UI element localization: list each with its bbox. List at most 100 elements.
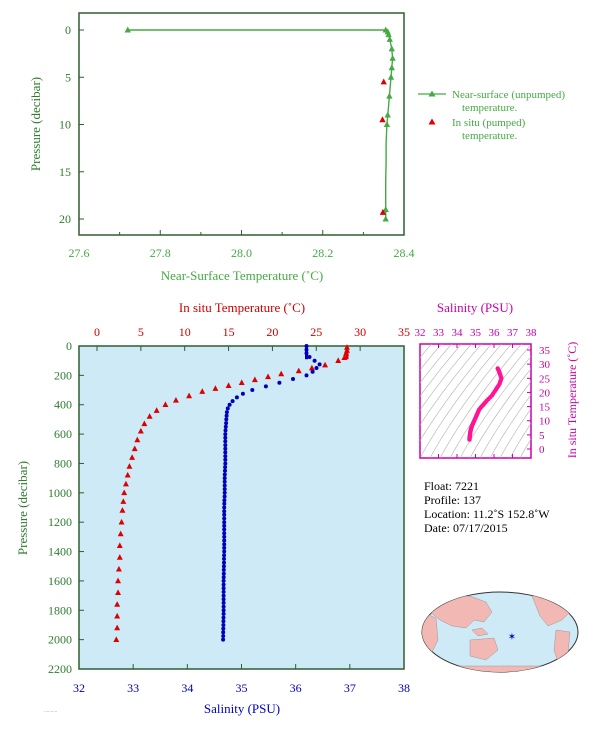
top-series — [124, 26, 396, 222]
salinity-dot — [221, 582, 226, 587]
top-legend: Near-surface (unpumped) temperature. In … — [418, 89, 565, 142]
ts-y-tick-label: 20 — [539, 387, 551, 399]
salinity-dot — [222, 505, 227, 510]
top-x-ticks: 27.6 27.8 28.0 28.2 28.4 — [69, 230, 415, 260]
temperature-marker — [186, 392, 193, 399]
float-id: Float: 7221 — [424, 479, 479, 493]
ts-density-contour — [420, 344, 432, 359]
ts-density-contour — [489, 394, 531, 458]
ts-density-contours — [420, 344, 531, 458]
temperature-marker — [238, 379, 245, 386]
temperature-marker — [341, 354, 348, 361]
top-x-tick-label: 27.8 — [150, 246, 171, 260]
ts-density-contour — [420, 344, 452, 384]
temperature-marker — [122, 480, 129, 487]
ts-series — [467, 366, 504, 442]
pressure-tick-label: 200 — [54, 368, 72, 382]
salinity-axis-label: Salinity (PSU) — [204, 701, 280, 716]
temperature-marker — [117, 530, 124, 537]
ts-y-axis-label: In situ Temperature (˚C) — [565, 342, 579, 459]
salinity-dot — [222, 476, 227, 481]
temperature-marker — [129, 454, 136, 460]
ts-x-tick-label: 32 — [415, 327, 426, 339]
temperature-axis-label: In situ Temperature (˚C) — [179, 300, 305, 315]
near-surface-marker — [389, 54, 396, 61]
temperature-marker — [335, 357, 342, 363]
temperature-marker — [131, 445, 138, 452]
temperature-marker — [153, 407, 160, 413]
salinity-dot — [223, 461, 228, 466]
temperature-tick-label: 10 — [179, 325, 191, 339]
ts-density-contour — [439, 344, 522, 458]
near-surface-marker — [385, 31, 392, 38]
temperature-marker — [126, 463, 133, 469]
salinity-dot — [221, 567, 226, 572]
ts-x-tick-label: 38 — [526, 327, 538, 339]
salinity-dot — [222, 545, 227, 550]
top-y-tick-label: 20 — [59, 212, 71, 226]
profile-panel: 0 5 10 15 20 25 30 35 32 33 34 35 36 37 38 0 200 400 600… — [15, 300, 410, 716]
ts-density-contour — [420, 344, 462, 397]
salinity-dot — [222, 542, 227, 547]
ts-point — [467, 437, 472, 442]
float-position-marker: ✶ — [508, 632, 516, 643]
near-surface-marker — [386, 92, 393, 99]
temperature-marker — [119, 507, 126, 513]
temperature-marker — [322, 361, 329, 368]
tiny-credit-text: ·········· — [44, 709, 57, 714]
salinity-dot — [234, 395, 239, 400]
ts-y-tick-label: 35 — [539, 345, 551, 357]
salinity-dot — [225, 406, 230, 411]
salinity-dot — [291, 377, 295, 381]
pressure-tick-label: 800 — [54, 456, 72, 470]
salinity-dot — [221, 600, 226, 605]
ts-density-contour — [420, 344, 502, 458]
in-situ-marker — [379, 116, 386, 123]
salinity-dot — [222, 479, 227, 484]
salinity-dot — [222, 516, 227, 521]
salinity-dot — [222, 483, 227, 488]
salinity-dot — [223, 465, 228, 470]
salinity-dot — [221, 608, 226, 613]
ts-diagram-panel: 32 33 34 35 36 37 38 0 5 10 15 20 25 30 35 Salinity (… — [415, 300, 579, 459]
salinity-tick-label: 36 — [290, 681, 302, 695]
ts-y-tick-label: 0 — [539, 444, 545, 456]
pressure-tick-label: 2000 — [48, 633, 72, 647]
ts-x-tick-label: 36 — [489, 327, 501, 339]
salinity-dot — [263, 384, 268, 389]
salinity-dot — [277, 380, 282, 385]
top-x-tick-label: 28.0 — [231, 246, 252, 260]
temperature-marker — [295, 367, 302, 374]
pressure-tick-label: 1000 — [48, 486, 72, 500]
near-surface-marker — [382, 206, 389, 212]
temperature-marker — [172, 397, 179, 403]
ts-density-contour — [420, 344, 492, 442]
legend-label-near-surface: Near-surface (unpumped) — [452, 89, 565, 101]
temperature-marker — [278, 370, 285, 377]
temperature-marker — [199, 388, 206, 394]
pressure-tick-label: 400 — [54, 398, 72, 412]
salinity-tick-label: 37 — [344, 681, 356, 695]
temperature-marker — [146, 413, 153, 419]
top-y-tick-label: 15 — [59, 165, 71, 179]
profile-number: Profile: 137 — [424, 493, 481, 507]
temperature-marker — [344, 344, 350, 350]
near-surface-marker — [388, 64, 395, 71]
salinity-dot — [222, 494, 227, 499]
salinity-tick-label: 35 — [236, 681, 248, 695]
temperature-marker — [116, 542, 123, 548]
near-surface-marker — [384, 111, 391, 118]
ts-density-contour — [499, 408, 531, 458]
profile-series — [113, 344, 350, 642]
temperature-marker — [162, 401, 169, 408]
salinity-dot — [221, 623, 226, 627]
top-y-tick-label: 5 — [65, 70, 71, 84]
near-surface-marker — [387, 73, 395, 80]
top-x-tick-label: 27.6 — [69, 246, 90, 260]
salinity-dot — [221, 611, 226, 616]
location-map: ✶ — [421, 591, 579, 673]
pressure-axis-ticks: 0 200 400 600 800 1000 1200 1400 1600 1800 2000 220… — [48, 339, 84, 676]
salinity-dot — [222, 490, 227, 495]
salinity-dot — [221, 615, 226, 620]
